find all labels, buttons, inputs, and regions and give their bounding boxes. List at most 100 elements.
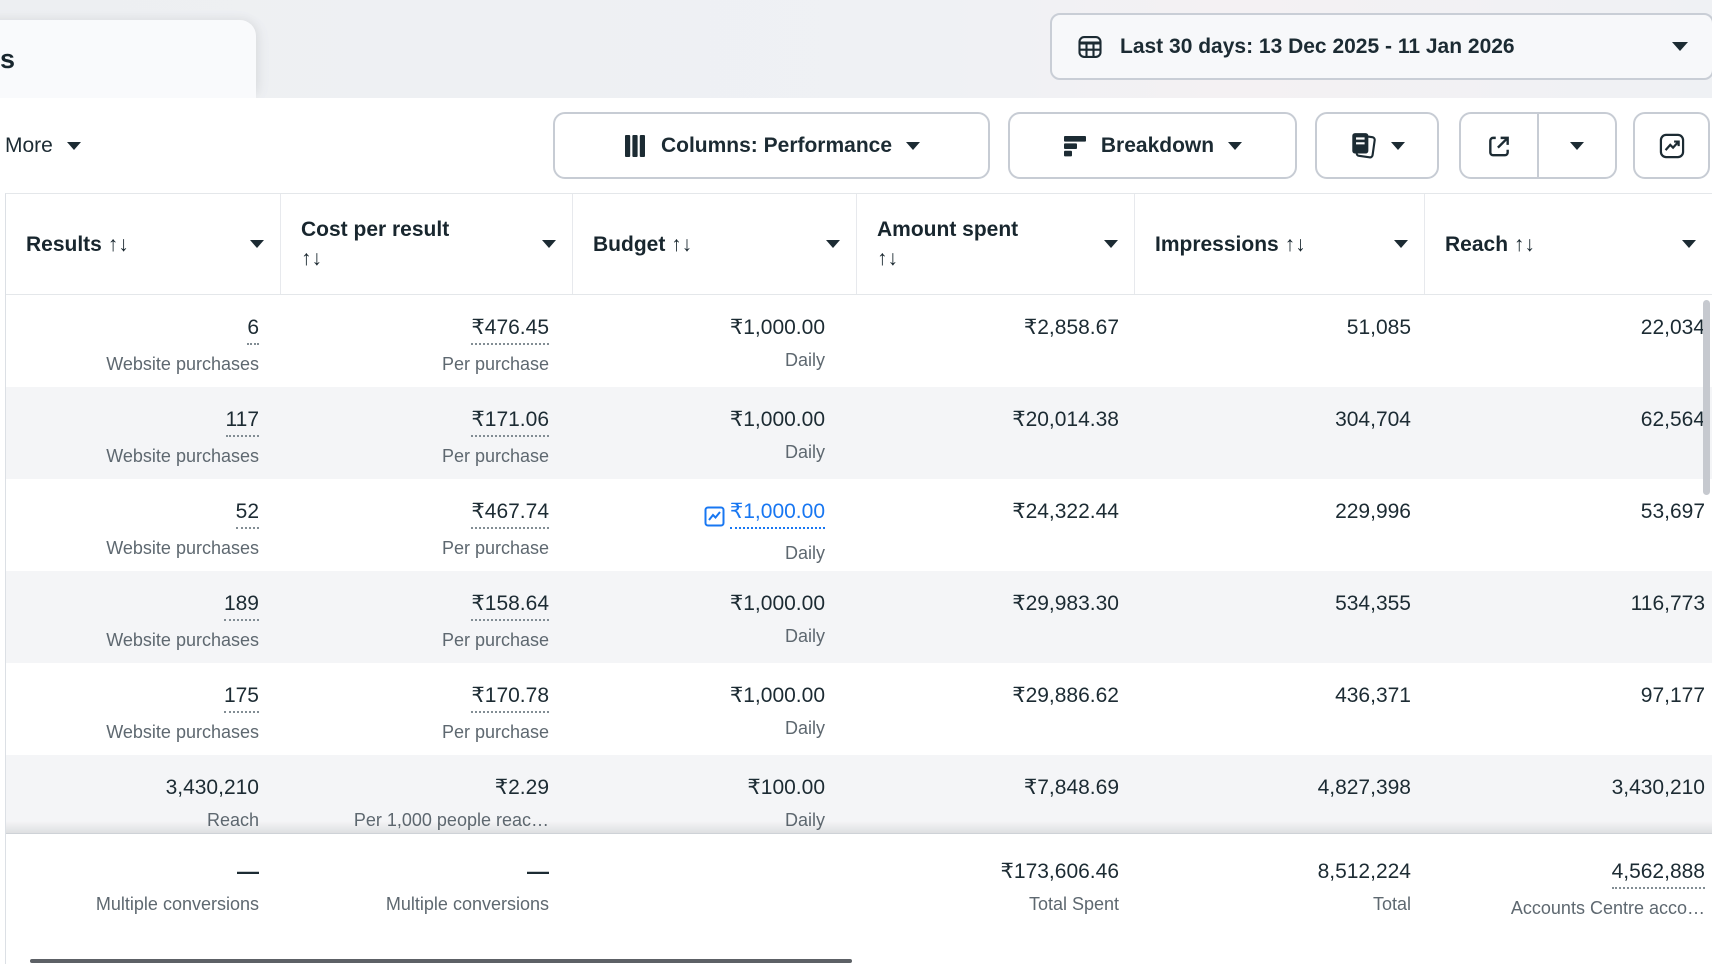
sort-arrows-icon[interactable]: ↑↓ (107, 232, 129, 256)
cell-impressions-total: 8,512,224 Total (1135, 834, 1425, 964)
cost-per-result-value[interactable]: ₹158.64 (471, 590, 549, 621)
impressions-value: 304,704 (1335, 408, 1411, 431)
table-row: 189 Website purchases ₹158.64 Per purcha… (6, 571, 1712, 663)
cell-results: 52 Website purchases (6, 479, 281, 571)
results-type-label: Website purchases (106, 722, 259, 742)
cost-per-result-value[interactable]: ₹476.45 (471, 314, 549, 345)
impressions-value: 534,355 (1335, 592, 1411, 615)
results-value[interactable]: 52 (235, 498, 259, 529)
vertical-scrollbar-thumb[interactable] (1703, 300, 1710, 495)
column-menu-caret[interactable] (542, 240, 556, 248)
results-total-value: — (237, 859, 259, 884)
sort-arrows-icon[interactable]: ↑↓ (877, 247, 898, 270)
sort-arrows-icon[interactable]: ↑↓ (1284, 232, 1306, 256)
column-header-results[interactable]: Results ↑↓ (6, 194, 281, 294)
chevron-down-icon (906, 141, 921, 150)
cell-cost-total: — Multiple conversions (281, 834, 573, 964)
sort-arrows-icon[interactable]: ↑↓ (1513, 232, 1535, 256)
column-menu-caret[interactable] (1682, 240, 1696, 248)
chevron-down-icon (1672, 42, 1688, 51)
results-value[interactable]: 117 (225, 406, 259, 437)
more-label: More (5, 133, 53, 157)
cost-per-result-value[interactable]: ₹467.74 (471, 498, 549, 529)
column-label: Results (26, 232, 102, 256)
cell-budget: ₹1,000.00 Daily (573, 571, 857, 663)
amount-spent-value: ₹2,858.67 (1023, 316, 1119, 339)
amount-spent-value: ₹29,886.62 (1012, 684, 1119, 707)
cell-reach: 116,773 (1425, 571, 1712, 663)
top-bar: s Last 30 days: 13 Dec 2025 - 11 Jan 202… (0, 0, 1712, 98)
spent-total-value: ₹173,606.46 (1000, 860, 1119, 883)
cell-reach: 3,430,210 (1425, 755, 1712, 834)
more-menu-button[interactable]: More (5, 98, 81, 193)
impressions-total-value: 8,512,224 (1317, 860, 1411, 883)
budget-value[interactable]: ₹1,000.00 (729, 498, 825, 529)
cell-budget: ₹1,000.00 Daily (573, 479, 857, 571)
reports-icon (1349, 131, 1377, 161)
reach-value: 3,430,210 (1611, 776, 1705, 799)
results-value[interactable]: 189 (223, 590, 259, 621)
reach-value: 97,177 (1640, 684, 1705, 707)
results-value[interactable]: 6 (247, 314, 259, 345)
export-button[interactable] (1461, 114, 1539, 177)
cell-cost-per-result: ₹170.78 Per purchase (281, 663, 573, 755)
column-label: Amount spent (877, 218, 1019, 241)
chart-icon (704, 506, 725, 527)
chevron-down-icon (1391, 141, 1405, 150)
budget-type-label: Daily (784, 626, 825, 646)
reach-value: 53,697 (1640, 500, 1705, 523)
column-header-amount-spent[interactable]: Amount spent ↑↓ (857, 194, 1135, 294)
cell-amount-spent: ₹7,848.69 (857, 755, 1135, 834)
column-menu-caret[interactable] (826, 240, 840, 248)
cell-impressions: 51,085 (1135, 295, 1425, 387)
cost-per-result-value[interactable]: ₹171.06 (471, 406, 549, 437)
export-options-button[interactable] (1539, 114, 1615, 177)
budget-type-label: Daily (784, 543, 825, 563)
reach-value: 116,773 (1630, 592, 1705, 615)
cell-impressions: 534,355 (1135, 571, 1425, 663)
columns-button[interactable]: Columns: Performance (553, 112, 990, 179)
budget-link[interactable]: ₹1,000.00 (703, 498, 825, 529)
reports-button[interactable] (1315, 112, 1439, 179)
cell-reach: 97,177 (1425, 663, 1712, 755)
results-type-label: Reach (206, 810, 259, 830)
toolbar: More Columns: Performance (0, 98, 1712, 193)
view-charts-button[interactable] (1633, 112, 1710, 179)
column-header-budget[interactable]: Budget ↑↓ (573, 194, 857, 294)
column-menu-caret[interactable] (250, 240, 264, 248)
results-value: 3,430,210 (165, 776, 259, 799)
breakdown-label: Breakdown (1100, 133, 1215, 157)
export-split-button (1459, 112, 1617, 179)
column-menu-caret[interactable] (1104, 240, 1118, 248)
cell-reach: 22,034 (1425, 295, 1712, 387)
table-row: 52 Website purchases ₹467.74 Per purchas… (6, 479, 1712, 571)
results-type-label: Website purchases (106, 538, 259, 558)
sort-arrows-icon[interactable]: ↑↓ (671, 232, 693, 256)
results-value[interactable]: 175 (223, 682, 259, 713)
column-header-cost-per-result[interactable]: Cost per result ↑↓ (281, 194, 573, 294)
cost-per-result-value: ₹2.29 (494, 776, 549, 799)
chevron-down-icon (1570, 141, 1584, 150)
cell-reach: 53,697 (1425, 479, 1712, 571)
breakdown-button[interactable]: Breakdown (1008, 112, 1297, 179)
horizontal-scrollbar-thumb[interactable] (30, 959, 852, 963)
cost-unit-label: Per purchase (441, 630, 549, 650)
cell-budget: ₹1,000.00 Daily (573, 295, 857, 387)
impressions-value: 51,085 (1346, 316, 1411, 339)
cell-amount-spent: ₹2,858.67 (857, 295, 1135, 387)
column-header-impressions[interactable]: Impressions ↑↓ (1135, 194, 1425, 294)
cell-budget-total (573, 834, 857, 964)
cell-reach-total: 4,562,888 Accounts Centre acco… (1425, 834, 1712, 964)
column-menu-caret[interactable] (1394, 240, 1408, 248)
column-label: Budget (593, 232, 666, 256)
reach-total-value[interactable]: 4,562,888 (1611, 858, 1705, 889)
active-view-tab[interactable]: s (0, 20, 256, 98)
date-range-label: Last 30 days: 13 Dec 2025 - 11 Jan 2026 (1120, 34, 1515, 58)
sort-arrows-icon[interactable]: ↑↓ (301, 247, 322, 270)
column-header-reach[interactable]: Reach ↑↓ (1425, 194, 1712, 294)
date-range-button[interactable]: Last 30 days: 13 Dec 2025 - 11 Jan 2026 (1050, 13, 1712, 80)
table-row: 175 Website purchases ₹170.78 Per purcha… (6, 663, 1712, 755)
cell-impressions: 436,371 (1135, 663, 1425, 755)
cost-per-result-value[interactable]: ₹170.78 (471, 682, 549, 713)
